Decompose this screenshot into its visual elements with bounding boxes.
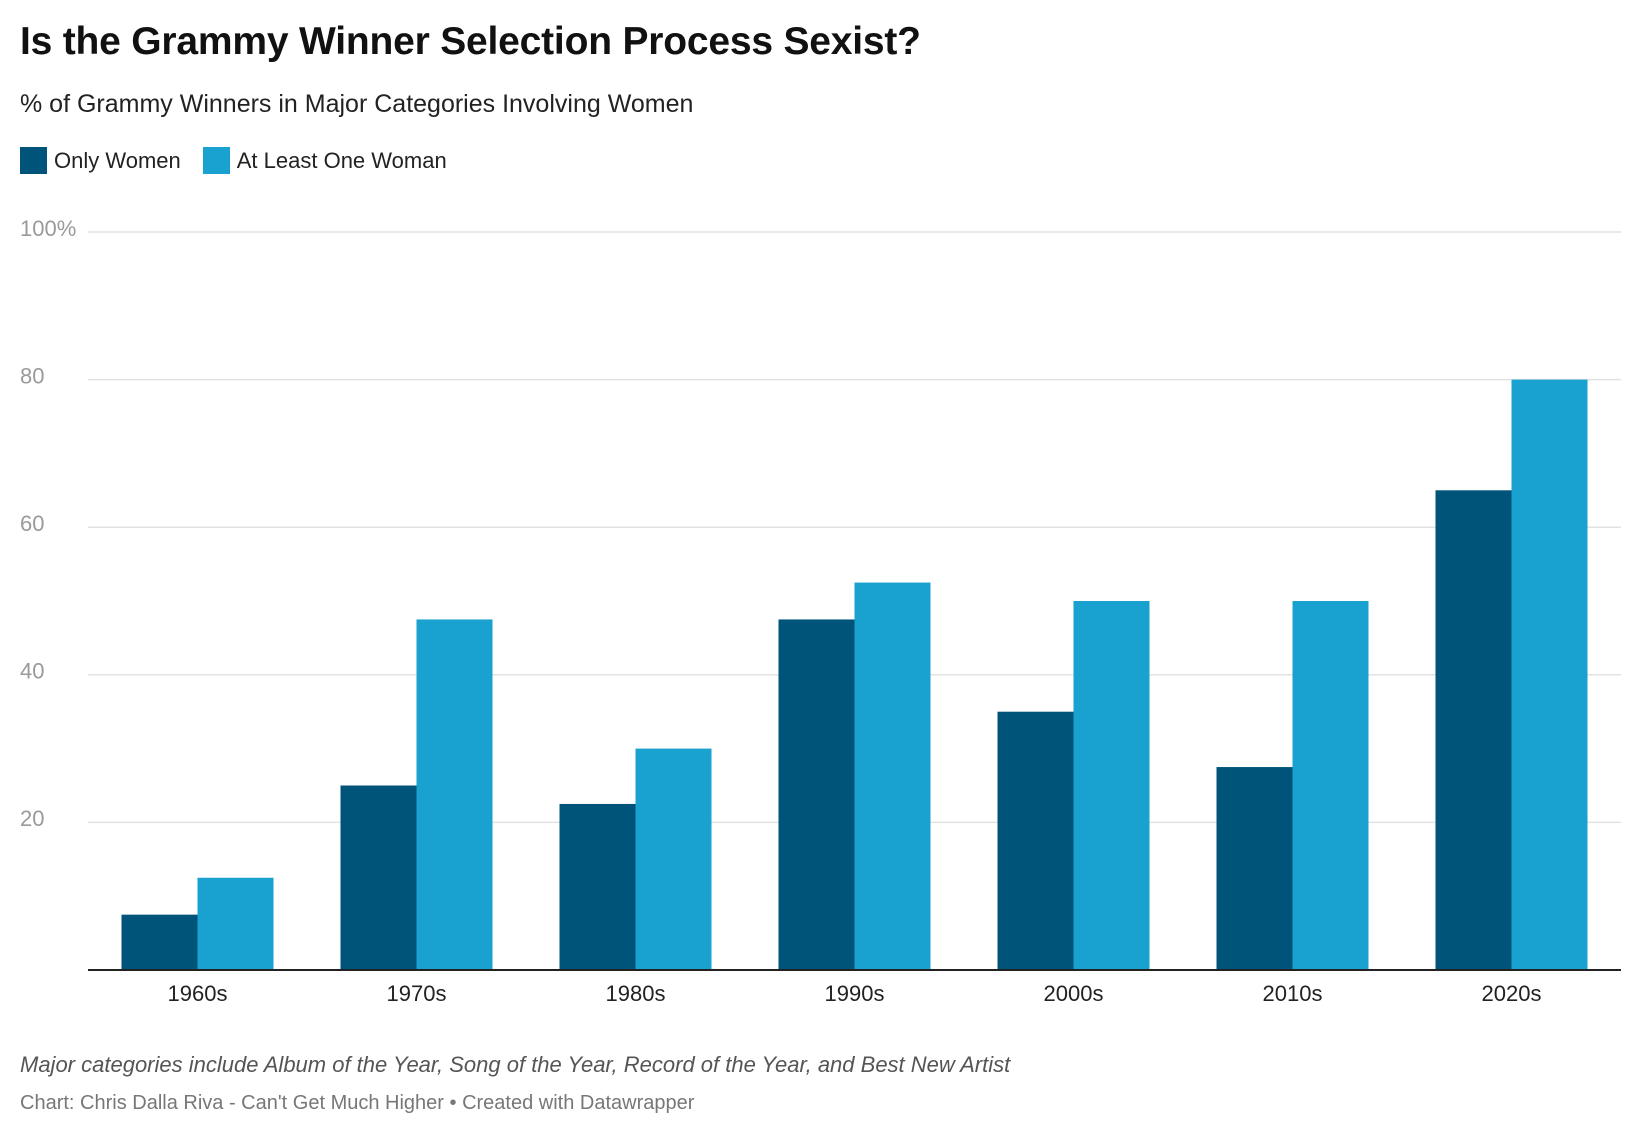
y-axis-ticks: 20 40 60 80 100%: [20, 216, 76, 831]
chart-source: Chart: Chris Dalla Riva - Can't Get Much…: [20, 1092, 695, 1114]
bar-at-least-one-woman-1960s: At Least One Woman 1960s: 12.5: [197, 877, 274, 970]
legend-item-only-women: Only Women: [20, 147, 181, 174]
chart-legend: Only Women At Least One Woman: [20, 147, 469, 174]
bar-at-least-one-woman-2010s: At Least One Woman 2010s: 50: [1292, 601, 1369, 970]
bar-at-least-one-woman-1990s: At Least One Woman 1990s: 52.5: [854, 582, 931, 970]
x-tick-label-2000s: 2000s: [1044, 981, 1104, 1006]
y-tick-label-80: 80: [20, 363, 44, 388]
chart-title: Is the Grammy Winner Selection Process S…: [20, 20, 921, 63]
y-tick-label-20: 20: [20, 806, 44, 831]
bar-only-women-2020s: Only Women 2020s: 65: [1435, 490, 1512, 970]
bar-only-women-1960s: Only Women 1960s: 7.5: [121, 914, 198, 970]
bar-only-women-2000s: Only Women 2000s: 35: [997, 711, 1074, 970]
legend-item-at-least-one-woman: At Least One Woman: [202, 147, 447, 174]
bar-only-women-1980s: Only Women 1980s: 22.5: [559, 803, 636, 970]
y-tick-label-40: 40: [20, 659, 44, 684]
bar-only-women-2010s: Only Women 2010s: 27.5: [1216, 767, 1293, 970]
bar-only-women-1970s: Only Women 1970s: 25: [340, 785, 417, 970]
chart-subtitle: % of Grammy Winners in Major Categories …: [20, 90, 694, 118]
bar-only-women-1990s: Only Women 1990s: 47.5: [778, 619, 855, 970]
bar-at-least-one-woman-1980s: At Least One Woman 1980s: 30: [635, 748, 712, 970]
bar-at-least-one-woman-2000s: At Least One Woman 2000s: 50: [1073, 601, 1150, 970]
x-tick-label-1990s: 1990s: [825, 981, 885, 1006]
legend-swatch-only-women: [20, 147, 47, 174]
bar-at-least-one-woman-2020s: At Least One Woman 2020s: 80: [1511, 379, 1588, 971]
x-tick-label-1970s: 1970s: [387, 981, 447, 1006]
chart-note: Major categories include Album of the Ye…: [20, 1052, 1011, 1077]
legend-label-at-least-one-woman: At Least One Woman: [236, 147, 447, 173]
legend-label-only-women: Only Women: [54, 147, 181, 173]
bars: Only Women 1960s: 7.5At Least One Woman …: [121, 379, 1588, 971]
bar-at-least-one-woman-1970s: At Least One Woman 1970s: 47.5: [416, 619, 493, 970]
legend-swatch-at-least-one-woman: [202, 147, 230, 174]
y-tick-label-60: 60: [20, 511, 44, 536]
y-tick-label-100: 100%: [20, 216, 76, 241]
x-tick-label-2020s: 2020s: [1482, 981, 1542, 1006]
x-axis: 1960s 1970s 1980s 1990s 2000s 2010s 2020s: [88, 969, 1621, 1006]
x-tick-label-1980s: 1980s: [606, 981, 666, 1006]
x-tick-label-2010s: 2010s: [1263, 981, 1323, 1006]
x-tick-label-1960s: 1960s: [168, 981, 228, 1006]
